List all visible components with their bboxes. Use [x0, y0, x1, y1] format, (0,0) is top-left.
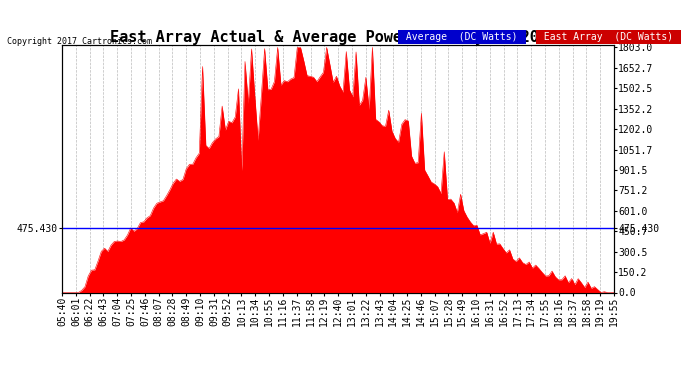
Text: East Array  (DC Watts): East Array (DC Watts): [538, 32, 679, 42]
Text: Copyright 2017 Cartronics.com: Copyright 2017 Cartronics.com: [7, 38, 152, 46]
Text: Average  (DC Watts): Average (DC Watts): [400, 32, 524, 42]
Title: East Array Actual & Average Power Wed May 17 20:01: East Array Actual & Average Power Wed Ma…: [110, 30, 566, 45]
